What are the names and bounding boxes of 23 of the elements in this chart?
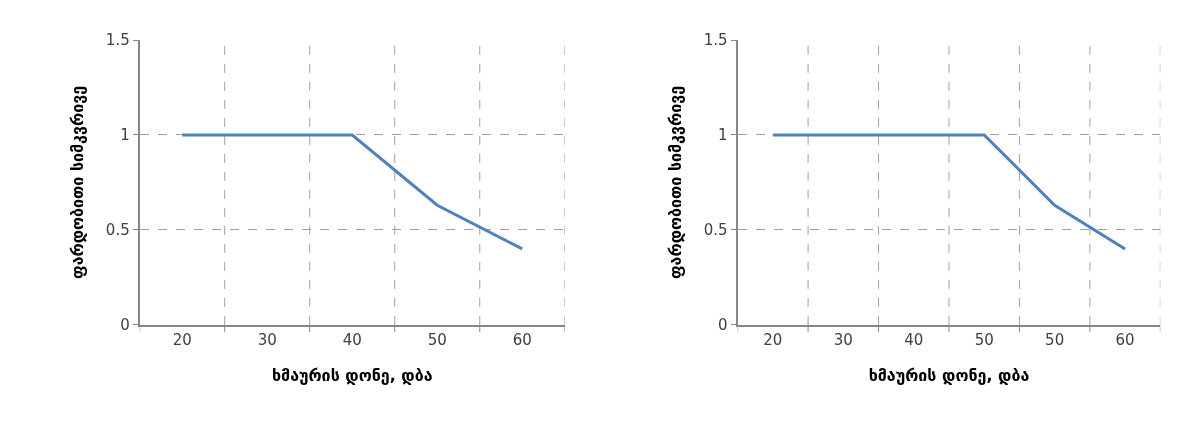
x-tick-label: 60 — [512, 330, 532, 349]
x-tick-label: 20 — [172, 330, 192, 349]
x-axis-title: ხმაურის დონე, დბა — [868, 366, 1030, 386]
y-tick-label: 0 — [120, 316, 130, 335]
x-tick-label: 20 — [763, 330, 783, 349]
x-tick-label: 50 — [974, 330, 994, 349]
y-axis-title: ფარდობითი სიმკვრივე — [68, 85, 88, 280]
y-tick-label: 0.5 — [703, 221, 728, 240]
x-axis-title: ხმაურის დონე, დბა — [271, 366, 433, 386]
x-tick-label: 50 — [427, 330, 447, 349]
y-tick-label: 1 — [718, 126, 728, 145]
x-tick-label: 50 — [1045, 330, 1065, 349]
y-tick-label: 0.5 — [105, 221, 130, 240]
y-axis-title: ფარდობითი სიმკვრივე — [666, 85, 686, 280]
y-tick-label: 1 — [120, 126, 130, 145]
x-tick-label: 40 — [342, 330, 362, 349]
y-tick-label: 1.5 — [703, 31, 728, 50]
x-tick-label: 30 — [833, 330, 853, 349]
x-tick-label: 60 — [1115, 330, 1135, 349]
x-tick-label: 30 — [257, 330, 277, 349]
y-tick-label: 1.5 — [105, 31, 130, 50]
y-tick-label: 0 — [718, 316, 728, 335]
x-tick-label: 40 — [904, 330, 924, 349]
